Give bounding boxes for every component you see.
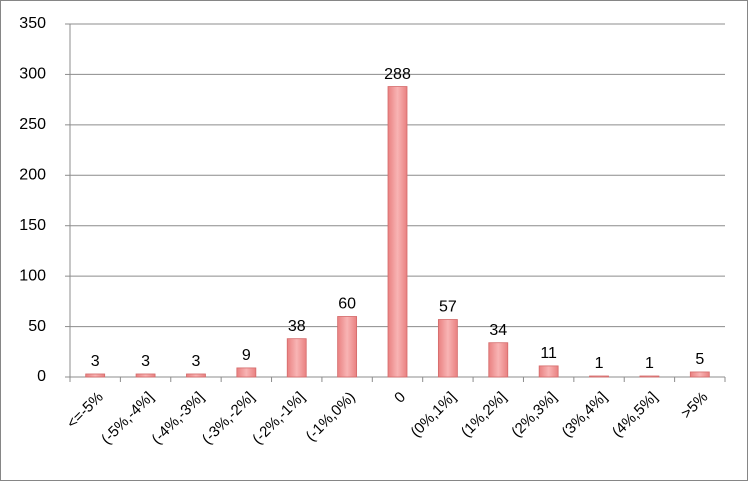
bar: [538, 365, 559, 378]
y-tick-label: 50: [28, 318, 46, 335]
data-label: 34: [489, 322, 507, 339]
y-tick-label: 250: [19, 116, 46, 133]
bar: [689, 371, 710, 378]
data-label: 5: [695, 351, 704, 368]
bar: [387, 86, 408, 378]
data-label: 3: [141, 353, 150, 370]
data-label: 3: [91, 353, 100, 370]
data-label: 3: [192, 353, 201, 370]
y-tick-label: 350: [19, 15, 46, 32]
y-tick-label: 300: [19, 66, 46, 83]
bar: [437, 319, 458, 378]
y-tick-label: 200: [19, 167, 46, 184]
data-label: 1: [645, 355, 654, 372]
data-label: 57: [439, 299, 457, 316]
bar: [85, 373, 106, 378]
bar: [337, 316, 358, 378]
y-tick-label: 150: [19, 217, 46, 234]
data-label: 9: [242, 347, 251, 364]
bar: [135, 373, 156, 378]
bar: [488, 342, 509, 378]
y-tick-label: 100: [19, 267, 46, 284]
bar: [186, 373, 206, 378]
y-tick-label: 0: [37, 368, 46, 385]
bar: [589, 375, 609, 378]
data-label: 11: [540, 345, 557, 362]
data-label: 38: [288, 318, 306, 335]
data-label: 288: [384, 66, 411, 83]
bar: [236, 367, 257, 378]
bar: [286, 338, 307, 378]
data-label: 1: [595, 355, 604, 372]
bar: [639, 375, 660, 378]
data-label: 60: [338, 296, 356, 313]
